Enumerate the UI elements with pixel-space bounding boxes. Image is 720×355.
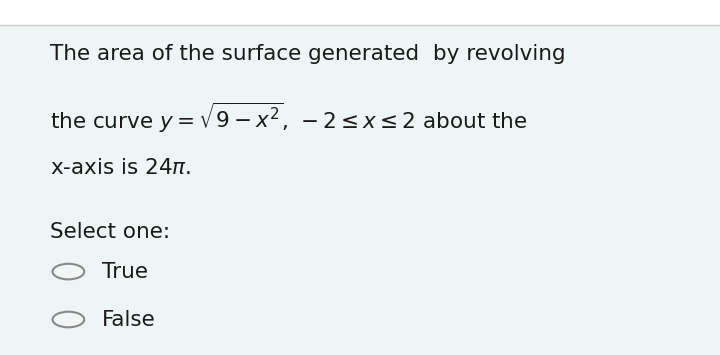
- Text: Select one:: Select one:: [50, 222, 171, 242]
- Text: False: False: [102, 310, 156, 329]
- Text: x-axis is $24\pi$.: x-axis is $24\pi$.: [50, 158, 192, 178]
- Text: The area of the surface generated  by revolving: The area of the surface generated by rev…: [50, 44, 566, 64]
- Circle shape: [53, 264, 84, 279]
- Circle shape: [53, 312, 84, 327]
- FancyBboxPatch shape: [0, 0, 720, 25]
- Text: the curve $y = \sqrt{9-x^2},\,-2 \leq x \leq 2$ about the: the curve $y = \sqrt{9-x^2},\,-2 \leq x …: [50, 101, 528, 136]
- Text: True: True: [102, 262, 148, 282]
